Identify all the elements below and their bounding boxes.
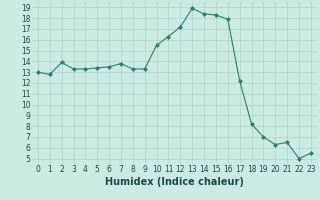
X-axis label: Humidex (Indice chaleur): Humidex (Indice chaleur) (105, 177, 244, 187)
